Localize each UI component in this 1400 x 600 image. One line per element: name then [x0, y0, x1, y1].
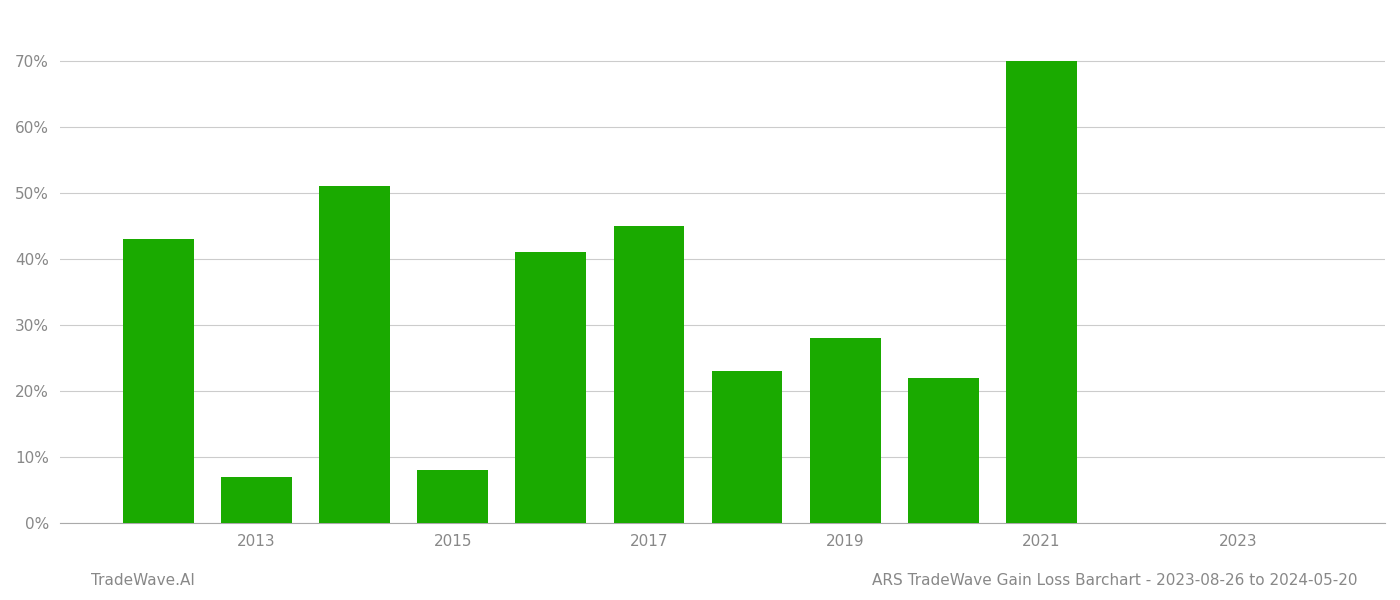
Text: TradeWave.AI: TradeWave.AI [91, 573, 195, 588]
Bar [123, 239, 193, 523]
Bar [613, 226, 685, 523]
Bar [909, 377, 979, 523]
Bar [1007, 61, 1077, 523]
Bar [417, 470, 489, 523]
Bar [221, 476, 291, 523]
Bar [319, 186, 389, 523]
Text: ARS TradeWave Gain Loss Barchart - 2023-08-26 to 2024-05-20: ARS TradeWave Gain Loss Barchart - 2023-… [872, 573, 1358, 588]
Bar [711, 371, 783, 523]
Bar [811, 338, 881, 523]
Bar [515, 252, 587, 523]
